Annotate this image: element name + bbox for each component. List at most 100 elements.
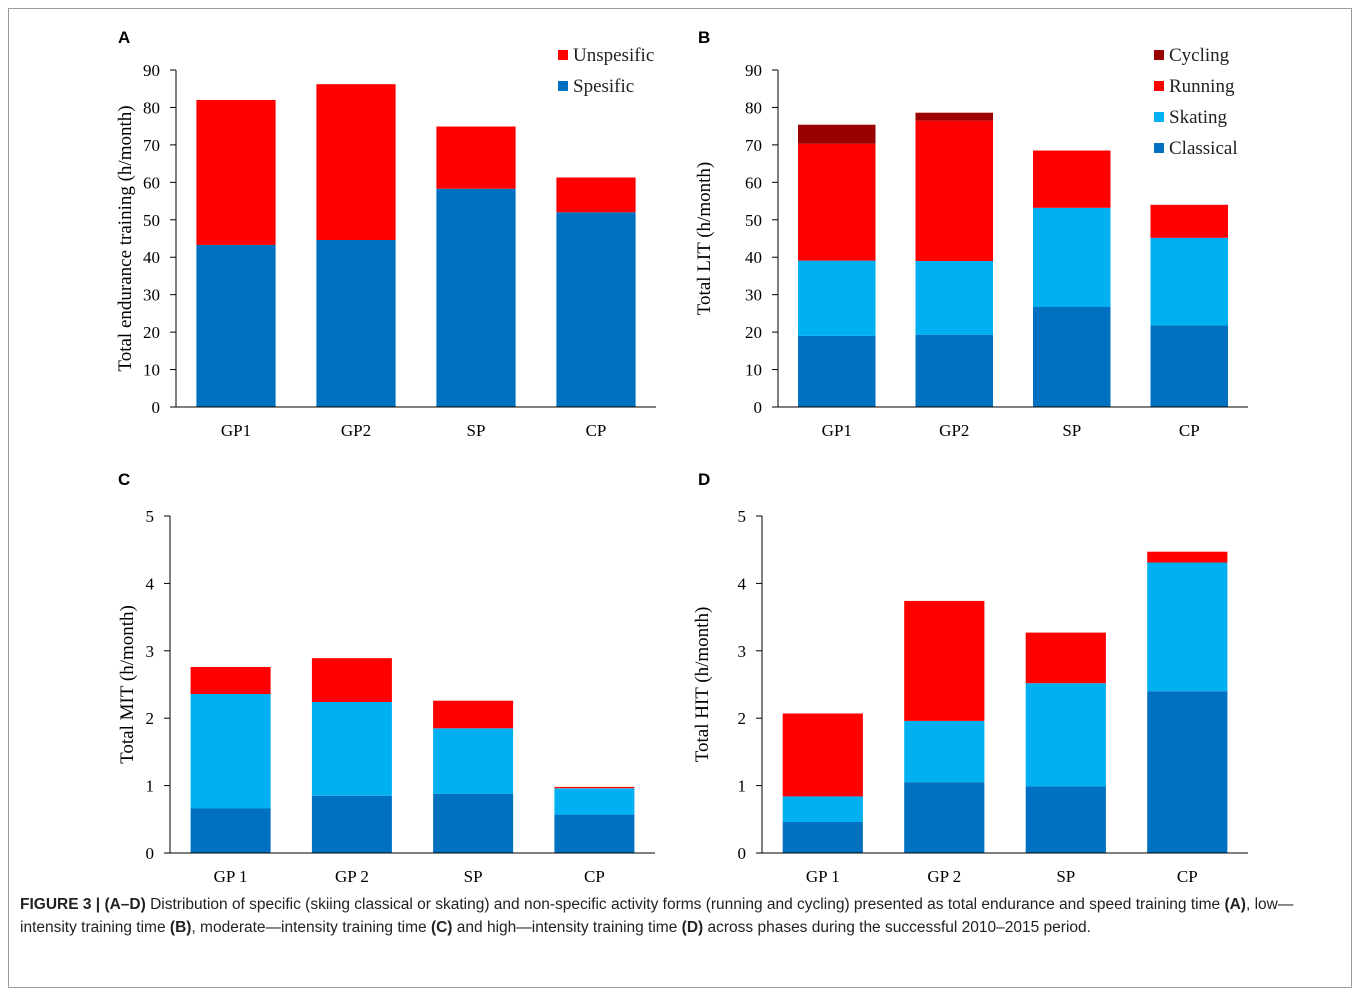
bar-c-2-classical (311, 795, 392, 853)
bar-b-1-classical (798, 335, 876, 407)
y-axis-label-a: Total endurance training (h/month) (115, 105, 136, 371)
legend-label-b-classical: Classical (1169, 138, 1238, 159)
chart-panel-d: D GP 1 GP 2 SP CP 0 1 2 3 4 5 Total HIT (h/month) (692, 470, 1248, 886)
bar-c-4-skating (554, 788, 635, 815)
bar-b-3-running (1033, 150, 1111, 208)
y-tick-label-c: 4 (146, 574, 155, 593)
caption-figure-label: FIGURE 3 | (20, 896, 101, 913)
y-tick-label-b: 30 (745, 286, 762, 305)
y-tick-label-d: 0 (738, 844, 747, 863)
bar-c-1-running (190, 667, 271, 694)
y-axis-label-d: Total HIT (h/month) (692, 607, 713, 763)
bar-b-1-skating (798, 260, 876, 336)
caption-text-4: and high—intensity training time (452, 919, 682, 936)
x-tick-label-d: GP 1 (806, 867, 840, 886)
x-tick-label-a: GP2 (341, 421, 371, 440)
panel-letter-d: D (698, 470, 710, 489)
y-tick-label-b: 0 (754, 398, 763, 417)
bar-c-1-classical (190, 808, 271, 853)
legend-swatch-a-unspesific (558, 50, 568, 60)
bar-b-3-skating (1033, 207, 1111, 307)
caption-ref-c: (C) (430, 919, 453, 936)
x-tick-label-c: GP 1 (214, 867, 248, 886)
bar-b-4-classical (1150, 325, 1228, 407)
caption-text-5: across phases during the successful 2010… (703, 919, 1091, 936)
y-axis-label-b: Total LIT (h/month) (694, 162, 715, 315)
x-tick-label-d: GP 2 (927, 867, 961, 886)
bar-d-4-classical (1147, 691, 1228, 853)
chart-panel-a: A GP1 GP2 SP CP 0 10 20 30 40 50 60 70 80 90 Total endu… (115, 28, 656, 440)
bar-b-2-cycling (915, 112, 993, 121)
y-tick-label-b: 60 (745, 173, 762, 192)
bar-c-3-classical (433, 793, 514, 853)
bar-d-1-skating (782, 796, 863, 822)
legend-swatch-b-running (1154, 81, 1164, 91)
caption-ref-a: (A) (1224, 896, 1246, 913)
bar-d-4-skating (1147, 562, 1228, 692)
bar-d-1-classical (782, 822, 863, 853)
bar-b-3-classical (1033, 307, 1111, 407)
bar-b-1-running (798, 143, 876, 261)
legend-swatch-b-cycling (1154, 50, 1164, 60)
y-axis-label-c: Total MIT (h/month) (117, 605, 138, 764)
legend-swatch-a-spesific (558, 81, 568, 91)
y-tick-label-d: 4 (738, 574, 747, 593)
bar-b-2-running (915, 120, 993, 261)
x-tick-label-c: GP 2 (335, 867, 369, 886)
caption-ref-b: (B) (169, 919, 192, 936)
y-tick-label-a: 10 (143, 361, 160, 380)
caption-ref-d: (D) (681, 919, 704, 936)
y-tick-label-b: 80 (745, 98, 762, 117)
x-tick-label-b: CP (1179, 421, 1200, 440)
y-tick-label-c: 3 (146, 642, 155, 661)
legend-label-b-skating: Skating (1169, 107, 1228, 128)
figure-caption: FIGURE 3 | (A–D) Distribution of specifi… (20, 893, 1330, 939)
y-tick-label-b: 70 (745, 136, 762, 155)
bar-b-4-skating (1150, 237, 1228, 326)
bar-c-1-skating (190, 693, 271, 809)
y-tick-label-a: 80 (143, 98, 160, 117)
bar-d-3-running (1025, 632, 1106, 684)
legend-label-b-cycling: Cycling (1169, 45, 1230, 66)
bar-a-1-unspesific (196, 100, 276, 245)
y-tick-label-d: 1 (738, 777, 747, 796)
bar-c-4-classical (554, 814, 635, 853)
y-tick-label-c: 2 (146, 709, 155, 728)
y-tick-label-a: 40 (143, 248, 160, 267)
panel-letter-c: C (118, 470, 130, 489)
bar-a-3-unspesific (436, 126, 516, 189)
bar-b-2-classical (915, 334, 993, 407)
bar-a-2-spesific (316, 240, 396, 407)
x-tick-label-a: SP (467, 421, 486, 440)
panel-letter-b: B (698, 28, 710, 47)
y-tick-label-b: 40 (745, 248, 762, 267)
bar-d-4-running (1147, 551, 1228, 563)
y-tick-label-d: 2 (738, 709, 747, 728)
x-tick-label-b: SP (1062, 421, 1081, 440)
bar-c-4-running (554, 786, 635, 789)
bar-a-4-unspesific (556, 177, 636, 213)
legend-label-b-running: Running (1169, 76, 1235, 97)
bar-a-4-spesific (556, 212, 636, 407)
y-tick-label-b: 90 (745, 61, 762, 80)
caption-text-3: , moderate—intensity training time (191, 919, 431, 936)
y-tick-label-a: 60 (143, 173, 160, 192)
chart-panel-b: B GP1 GP2 SP CP 0 10 20 30 40 50 60 70 80 90 Total LIT … (694, 28, 1248, 440)
legend-swatch-b-skating (1154, 112, 1164, 122)
bar-c-3-skating (433, 728, 514, 794)
y-tick-label-a: 0 (152, 398, 161, 417)
bar-d-3-classical (1025, 786, 1106, 853)
y-tick-label-d: 3 (738, 642, 747, 661)
bar-a-3-spesific (436, 188, 516, 407)
bar-b-2-skating (915, 261, 993, 335)
bar-a-2-unspesific (316, 84, 396, 240)
x-tick-label-c: SP (464, 867, 483, 886)
bar-d-2-classical (904, 782, 985, 853)
y-tick-label-a: 90 (143, 61, 160, 80)
y-tick-label-b: 50 (745, 211, 762, 230)
y-tick-label-a: 30 (143, 286, 160, 305)
bar-d-3-skating (1025, 683, 1106, 787)
bar-c-2-running (311, 658, 392, 702)
caption-text-1: Distribution of specific (skiing classic… (145, 896, 1225, 913)
